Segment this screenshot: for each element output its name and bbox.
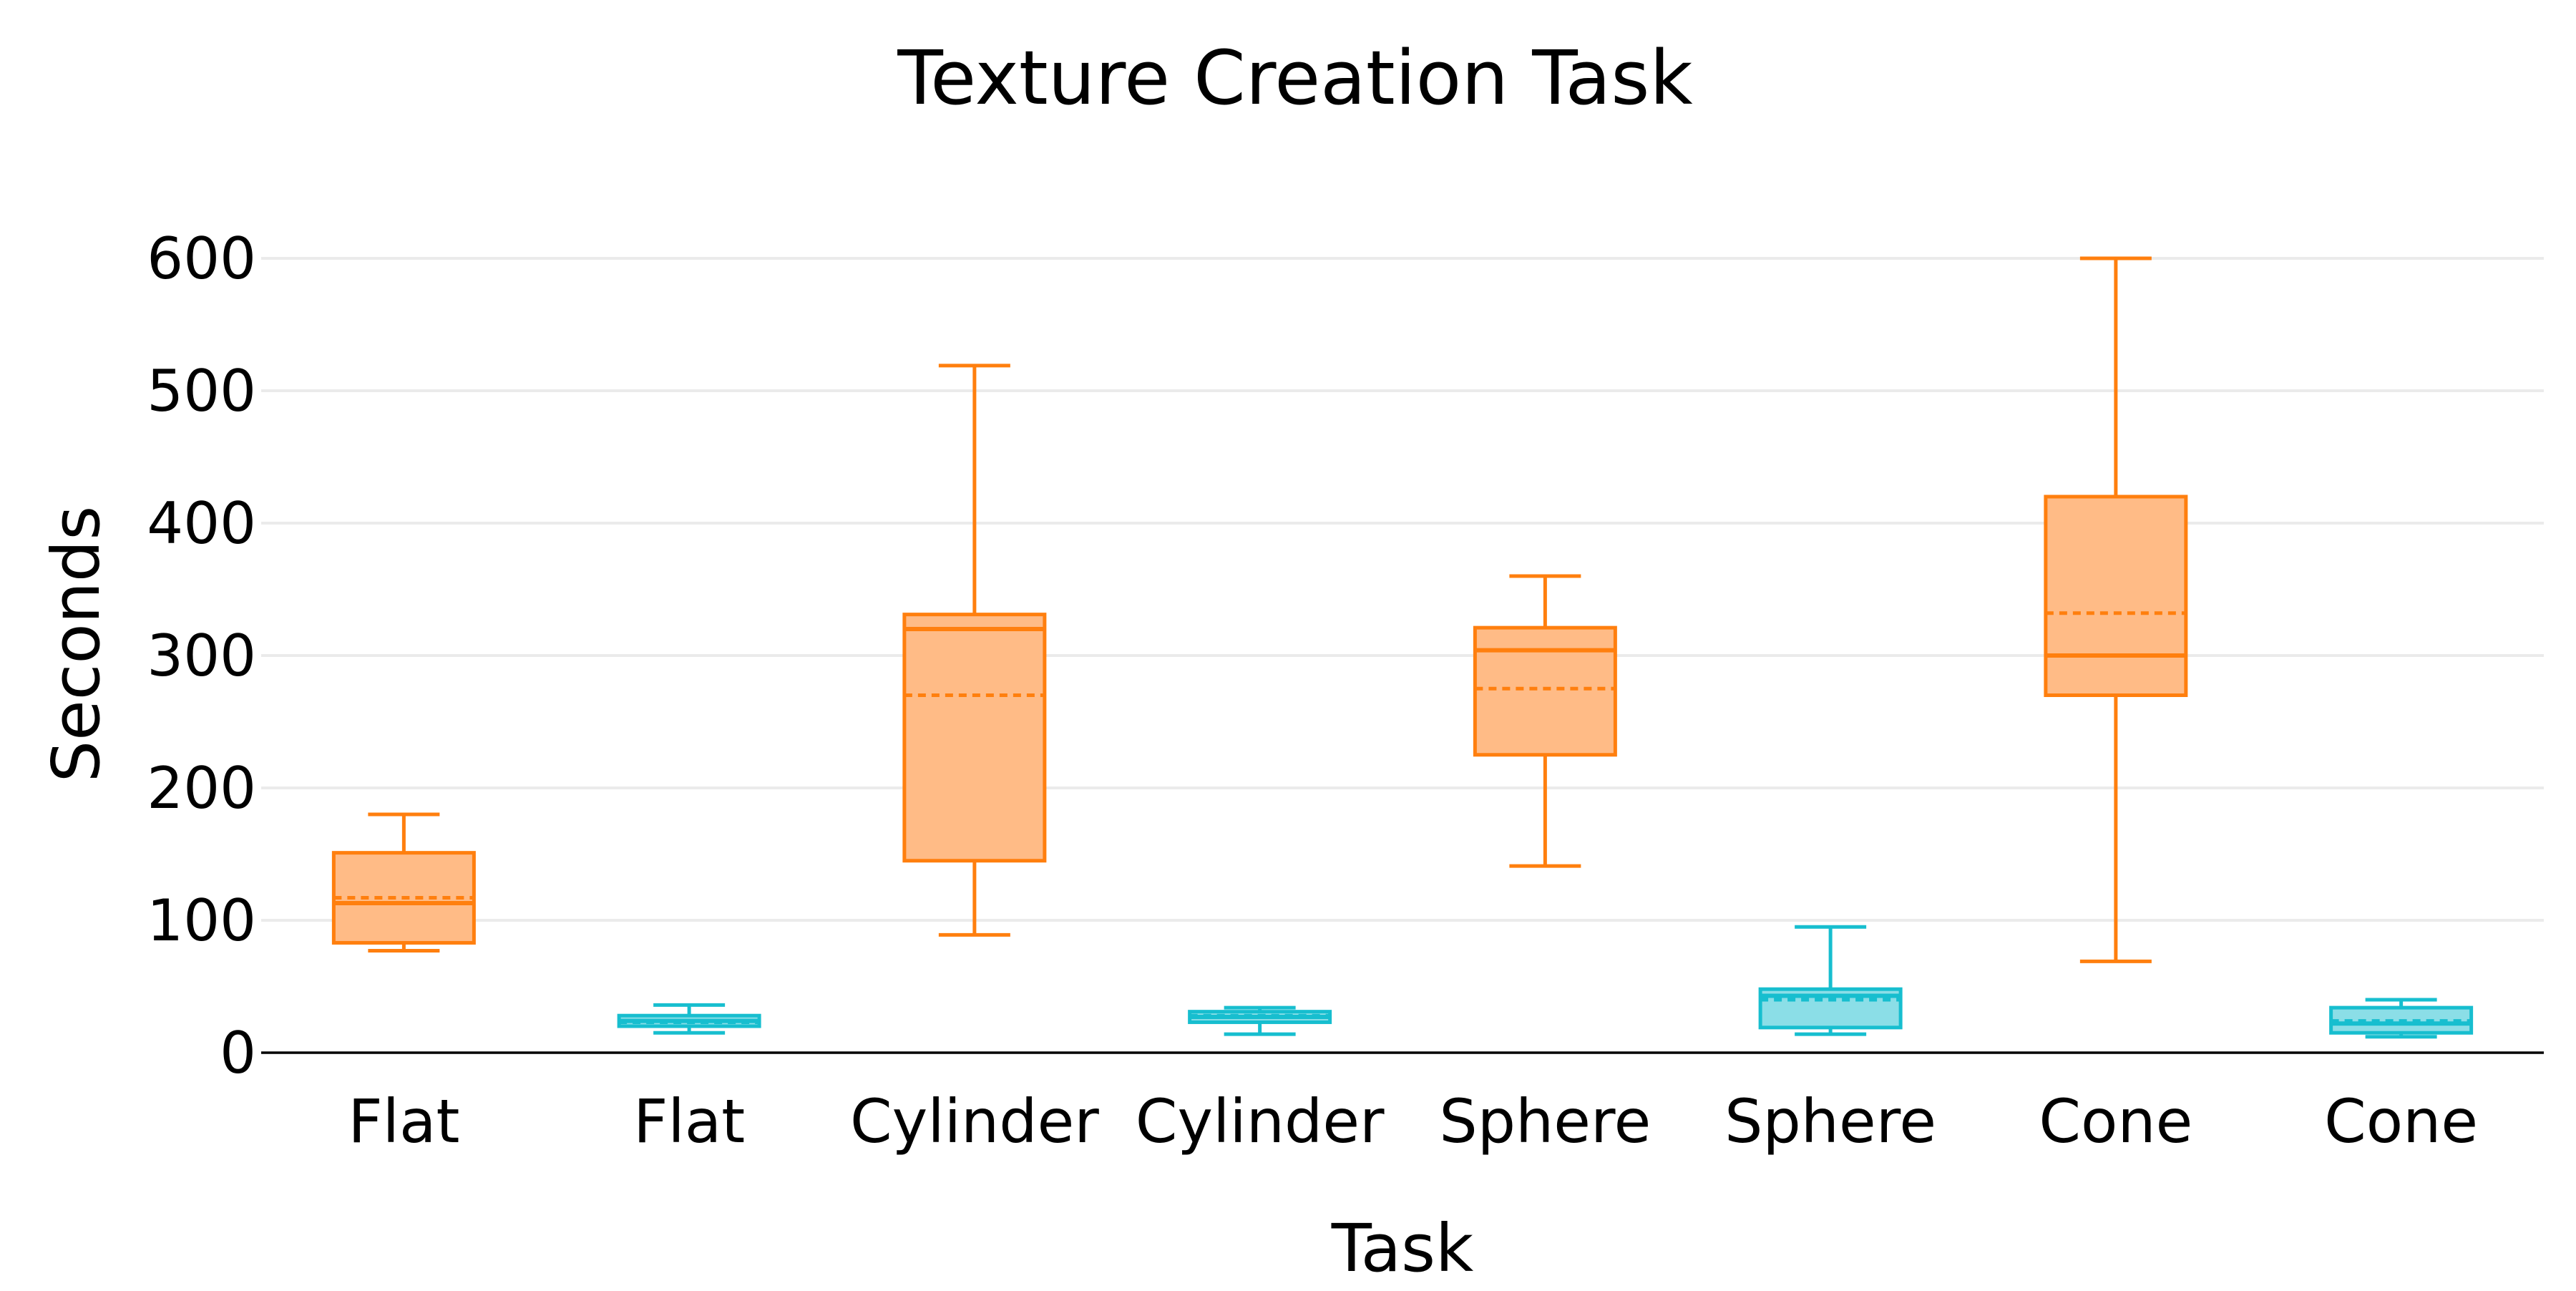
y-axis-ticks: 0 100 200 300 400 500 600 (147, 225, 256, 1086)
box-flat-teal (617, 1003, 761, 1035)
x-tick-label-cylinder-orange: Cylinder (850, 1086, 1099, 1156)
x-tick-label-flat-orange: Flat (348, 1086, 459, 1156)
x-tick-label-cylinder-teal: Cylinder (1136, 1086, 1385, 1156)
y-tick-label-500: 500 (147, 358, 256, 424)
y-axis-title: Seconds (38, 506, 114, 783)
iqr-box (2044, 495, 2188, 697)
y-tick-label-300: 300 (147, 623, 256, 689)
x-tick-label-sphere-orange: Sphere (1439, 1086, 1651, 1156)
iqr-box (1473, 625, 1617, 757)
box-cylinder-orange (902, 364, 1047, 937)
y-tick-label-100: 100 (147, 887, 256, 954)
iqr-box (902, 613, 1047, 863)
x-axis-title: Task (1331, 1210, 1474, 1287)
chart-title: Texture Creation Task (897, 34, 1692, 122)
box-sphere-orange (1473, 574, 1617, 868)
y-tick-label-400: 400 (147, 490, 256, 557)
x-tick-label-cone-orange: Cone (2039, 1086, 2192, 1156)
y-tick-label-0: 0 (220, 1020, 256, 1086)
box-flat-orange (331, 812, 476, 953)
box-cone-orange (2044, 256, 2188, 963)
x-axis-ticks: Flat Flat Cylinder Cylinder Sphere Sphere Cone… (348, 1086, 2478, 1156)
box-cylinder-teal (1188, 1005, 1332, 1036)
x-tick-label-sphere-teal: Sphere (1724, 1086, 1936, 1156)
box-cone-teal (2329, 998, 2474, 1039)
gridlines (261, 257, 2544, 922)
x-tick-label-cone-teal: Cone (2324, 1086, 2478, 1156)
box-sphere-teal (1758, 925, 1903, 1036)
y-tick-label-600: 600 (147, 225, 256, 292)
x-tick-label-flat-teal: Flat (633, 1086, 745, 1156)
box-series (331, 256, 2474, 1039)
y-tick-label-200: 200 (147, 755, 256, 822)
